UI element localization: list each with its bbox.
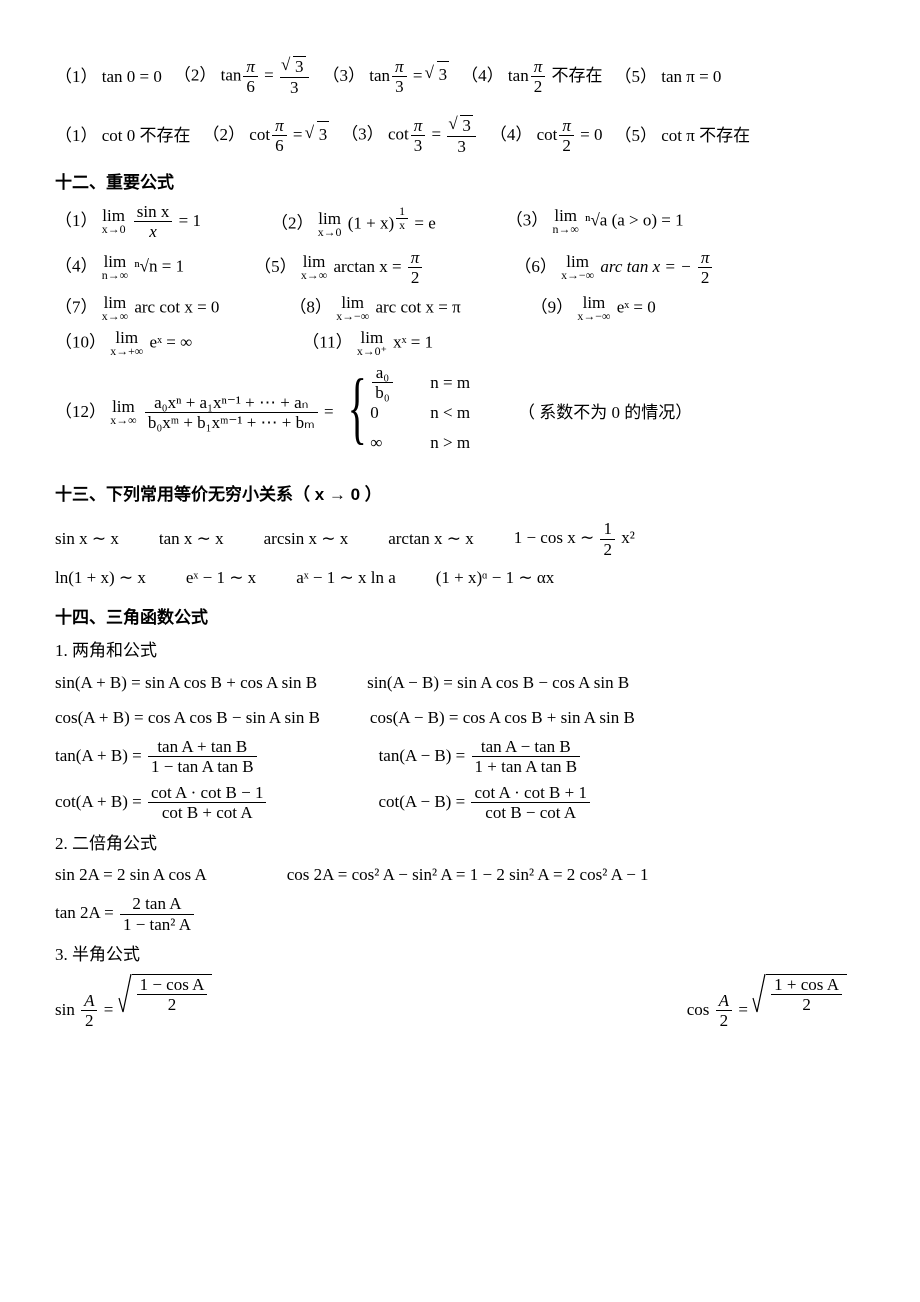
cot-1: （1） cot 0 不存在 — [55, 123, 191, 149]
s14-cot: cot(A + B) = cot A · cot B − 1cot B + co… — [55, 783, 865, 823]
eqv-4: arctan x ∼ x — [388, 526, 474, 552]
tan-values-row: （1） tan 0 = 0 （2） tanπ6 = 33 （3） tanπ3 =… — [55, 56, 865, 97]
tan-5: （5） tan π = 0 — [614, 64, 721, 90]
f12-row1: （1） limx→0 sin xx = 1 （2） limx→0 (1 + x)… — [55, 202, 865, 242]
tan-2: （2） tanπ6 = 33 — [174, 56, 311, 97]
sin-amb: sin(A − B) = sin A cos B − cos A sin B — [367, 670, 629, 696]
s14-2-row1: sin 2A = 2 sin A cos A cos 2A = cos² A −… — [55, 862, 865, 888]
r13a: sin x ∼ x tan x ∼ x arcsin x ∼ x arctan … — [55, 519, 865, 559]
tan-4: （4） tanπ2 不存在 — [461, 57, 602, 97]
eqv-3: arcsin x ∼ x — [264, 526, 349, 552]
cot-values-row: （1） cot 0 不存在 （2） cotπ6 = 3 （3） cotπ3 = … — [55, 115, 865, 156]
cases: a₀b₀ n = m 0 n < m ∞ n > m — [370, 368, 470, 458]
f12-11: （11） limx→0⁺ xˣ = 1 — [302, 329, 433, 358]
heading-13: 十三、下列常用等价无穷小关系（ x → 0 ） — [55, 482, 865, 508]
sin2a: sin 2A = 2 sin A cos A — [55, 862, 207, 888]
tan-ab: tan(A + B) = tan A + tan B1 − tan A tan … — [55, 737, 259, 777]
heading-14-2: 2. 二倍角公式 — [55, 831, 865, 857]
f12-row3: （7） limx→∞ arc cot x = 0 （8） limx→−∞ arc… — [55, 294, 865, 323]
f12-3: （3） limn→∞ ⁿ√a (a > o) = 1 — [506, 207, 684, 236]
tan-3: （3） tanπ3 = 3 — [323, 57, 450, 97]
eqv-7: eˣ − 1 ∼ x — [186, 565, 256, 591]
sin-half: sin A2 = 1 − cos A2 — [55, 974, 212, 1031]
f12-row2: （4） limn→∞ ⁿ√n = 1 （5） limx→∞ arctan x =… — [55, 248, 865, 288]
radical-icon — [118, 974, 132, 1015]
brace-icon: { — [347, 368, 366, 458]
eqv-5: 1 − cos x ∼ 12 x² — [514, 519, 635, 559]
cot-4: （4） cotπ2 = 0 — [490, 116, 603, 156]
sin-ab: sin(A + B) = sin A cos B + cos A sin B — [55, 670, 317, 696]
eqv-8: aˣ − 1 ∼ x ln a — [296, 565, 396, 591]
cos2a: cos 2A = cos² A − sin² A = 1 − 2 sin² A … — [287, 862, 649, 888]
cot-amb: cot(A − B) = cot A · cot B + 1cot B − co… — [378, 783, 591, 823]
tan2a: tan 2A = 2 tan A1 − tan² A — [55, 894, 196, 934]
f12-row4: （10） limx→+∞ eˣ = ∞ （11） limx→0⁺ xˣ = 1 — [55, 329, 865, 358]
cot-2: （2） cotπ6 = 3 — [203, 116, 330, 156]
eqv-6: ln(1 + x) ∼ x — [55, 565, 146, 591]
f12-8: （8） limx→−∞ arc cot x = π — [289, 294, 460, 323]
f12-9: （9） limx→−∞ eˣ = 0 — [531, 294, 656, 323]
heading-14-1: 1. 两角和公式 — [55, 638, 865, 664]
f12-6: （6） limx→−∞ arc tan x = − π2 — [514, 248, 714, 288]
f12-2: （2） limx→0 (1 + x)1x = e — [271, 205, 436, 239]
cot-5: （5） cot π 不存在 — [615, 123, 751, 149]
f12-10: （10） limx→+∞ eˣ = ∞ — [55, 329, 192, 358]
f12-12: （12） limx→∞ a₀xⁿ + a₁xⁿ⁻¹ + ⋯ + aₙb₀xᵐ +… — [55, 368, 470, 458]
s14-sin: sin(A + B) = sin A cos B + cos A sin B s… — [55, 670, 865, 696]
tan-amb: tan(A − B) = tan A − tan B1 + tan A tan … — [379, 737, 583, 777]
radical-icon — [752, 974, 766, 1015]
s14-2-row2: tan 2A = 2 tan A1 − tan² A — [55, 894, 865, 934]
cot-3: （3） cotπ3 = 33 — [341, 115, 478, 156]
heading-12: 十二、重要公式 — [55, 170, 865, 196]
cot-ab: cot(A + B) = cot A · cot B − 1cot B + co… — [55, 783, 268, 823]
s14-3-row: sin A2 = 1 − cos A2 cos A2 = 1 + cos A2 — [55, 974, 865, 1031]
eqv-1: sin x ∼ x — [55, 526, 119, 552]
heading-14-3: 3. 半角公式 — [55, 942, 865, 968]
f12-5: （5） limx→∞ arctan x = π2 — [254, 248, 424, 288]
cos-half: cos A2 = 1 + cos A2 — [687, 974, 847, 1031]
f12-4: （4） limn→∞ ⁿ√n = 1 — [55, 253, 184, 282]
r13b: ln(1 + x) ∼ x eˣ − 1 ∼ x aˣ − 1 ∼ x ln a… — [55, 565, 865, 591]
eqv-2: tan x ∼ x — [159, 526, 224, 552]
s14-tan: tan(A + B) = tan A + tan B1 − tan A tan … — [55, 737, 865, 777]
heading-14: 十四、三角函数公式 — [55, 605, 865, 631]
f12-row5: （12） limx→∞ a₀xⁿ + a₁xⁿ⁻¹ + ⋯ + aₙb₀xᵐ +… — [55, 368, 865, 458]
tan-1: （1） tan 0 = 0 — [55, 64, 162, 90]
s14-cos: cos(A + B) = cos A cos B − sin A sin B c… — [55, 705, 865, 731]
eqv-9: (1 + x)ᵅ − 1 ∼ αx — [436, 565, 555, 591]
f12-7: （7） limx→∞ arc cot x = 0 — [55, 294, 219, 323]
cos-amb: cos(A − B) = cos A cos B + sin A sin B — [370, 705, 635, 731]
f12-12-note: （ 系数不为 0 的情况） — [518, 400, 692, 426]
f12-1: （1） limx→0 sin xx = 1 — [55, 202, 201, 242]
cos-ab: cos(A + B) = cos A cos B − sin A sin B — [55, 705, 320, 731]
